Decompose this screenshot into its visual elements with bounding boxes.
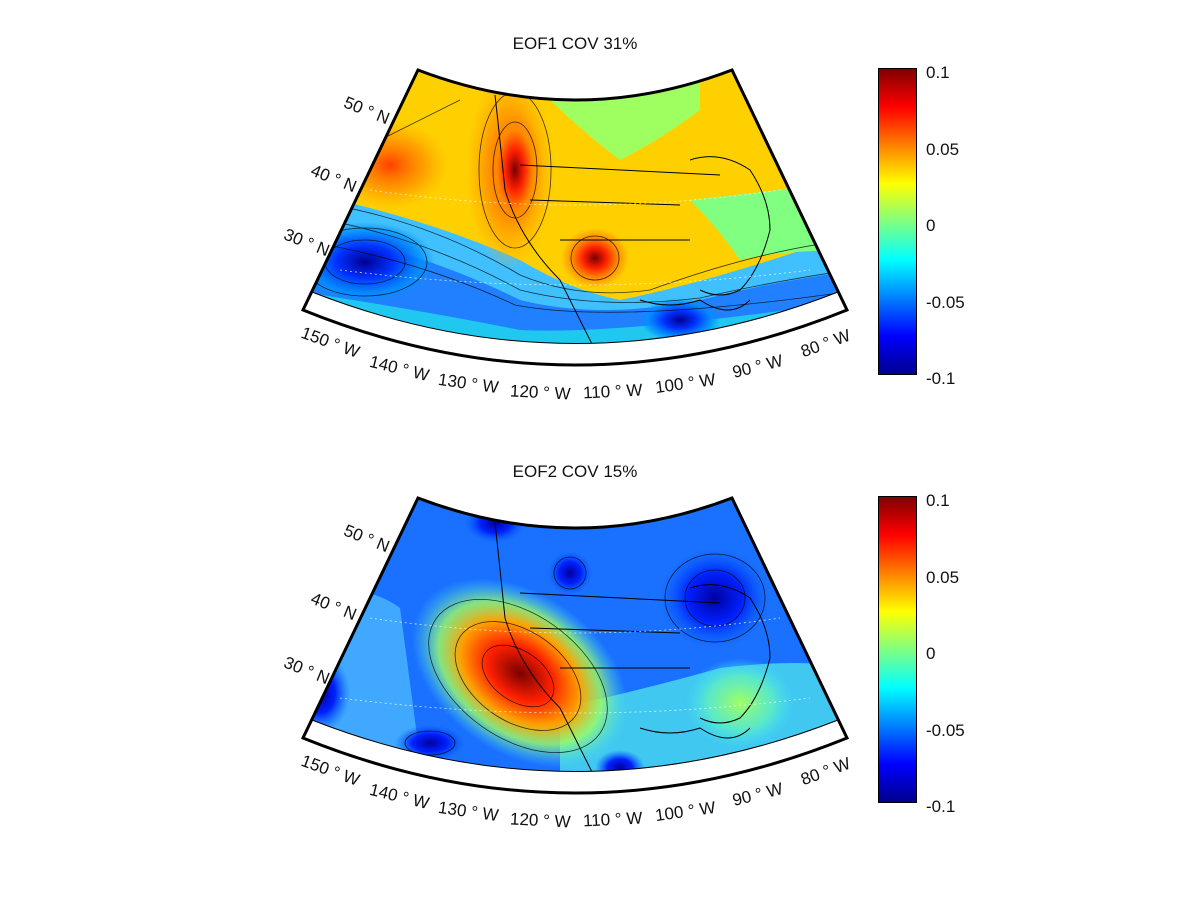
colorbar-tick: 0: [926, 216, 936, 235]
colorbar-tick: -0.1: [926, 369, 956, 388]
lon-label: 120 ° W: [509, 809, 572, 832]
eof2-panel: EOF2 COV 15%: [0, 428, 1200, 858]
panel-title: EOF2 COV 15%: [512, 462, 638, 481]
lon-label: 110 ° W: [582, 808, 643, 831]
eof1-map: [300, 62, 850, 367]
colorbar-tick: 0.05: [926, 140, 960, 159]
map-frame: [300, 496, 850, 795]
colorbar-tick: 0.05: [926, 568, 960, 587]
colorbar-tick: -0.05: [926, 721, 965, 740]
colorbar: [878, 496, 917, 803]
map-frame: [300, 68, 850, 367]
colorbar-tick: 0.1: [926, 63, 950, 82]
colorbar-tick: 0: [926, 644, 936, 663]
colorbar-tick: -0.1: [926, 797, 956, 816]
panel-title: EOF1 COV 31%: [512, 34, 638, 53]
colorbar-tick: 0.1: [926, 491, 950, 510]
lon-label: 110 ° W: [582, 380, 643, 403]
colorbar-tick: -0.05: [926, 293, 965, 312]
eof1-panel: EOF1 COV 31%: [0, 0, 1200, 430]
colorbar: [878, 68, 917, 375]
eof2-map: [300, 490, 850, 795]
lon-label: 120 ° W: [509, 381, 572, 404]
